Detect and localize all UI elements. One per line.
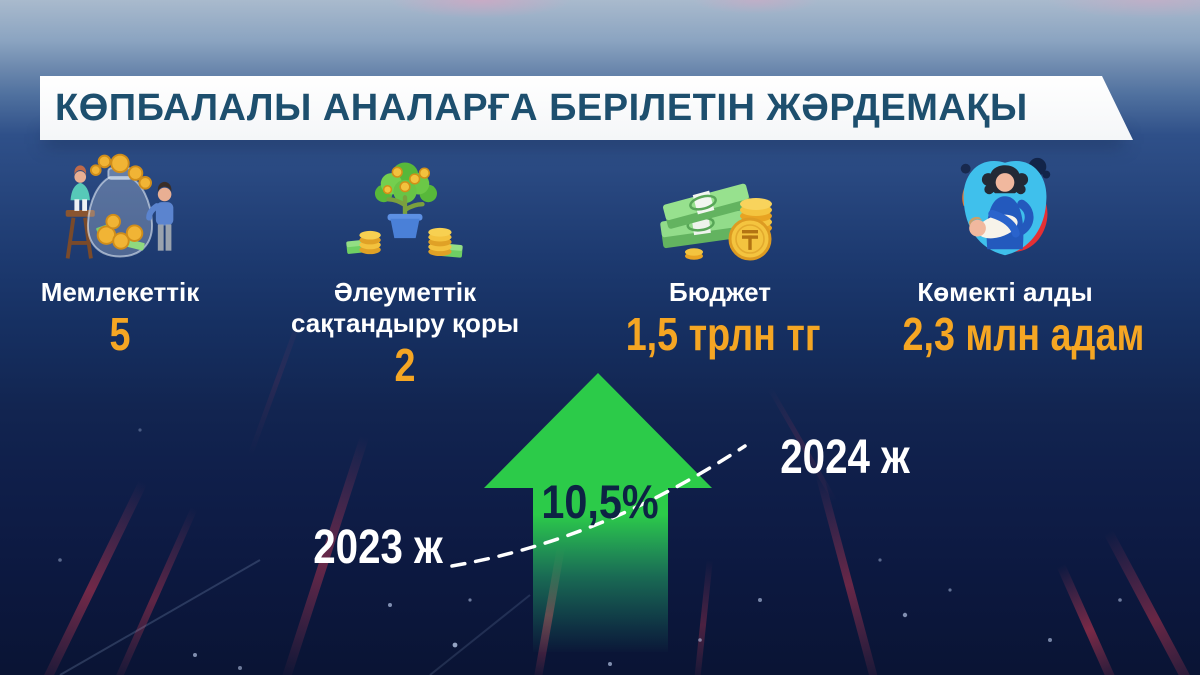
stat-column-recipients: Көмекті алды 2,3 млн адам (880, 150, 1145, 360)
stat-column-budget: Бюджет 1,5 трлн тг (605, 150, 835, 359)
growth-percent-label: 10,5% (541, 475, 659, 528)
year-2024-label: 2024 ж (780, 431, 910, 484)
growth-arrow (484, 373, 712, 652)
page-title: КӨПБАЛАЛЫ АНАЛАРҒА БЕРІЛЕТІН ЖӘРДЕМАҚЫ (55, 87, 1028, 129)
stat-column-state: Мемлекеттік 5 (15, 150, 225, 359)
stat-value: 2 (394, 339, 416, 391)
money-tree-icon (290, 150, 520, 264)
stat-label: Мемлекеттік (40, 277, 200, 307)
stat-label: Бюджет (669, 277, 771, 307)
title-banner: КӨПБАЛАЛЫ АНАЛАРҒА БЕРІЛЕТІН ЖӘРДЕМАҚЫ (40, 76, 1133, 140)
stat-label: Әлеуметтік сақтандыру қоры (290, 277, 520, 338)
stat-value: 1,5 трлн тг (625, 308, 821, 360)
stat-value: 5 (109, 308, 131, 360)
mother-baby-icon (880, 150, 1130, 264)
money-bag-icon (15, 150, 225, 264)
year-2023-label: 2023 ж (313, 521, 443, 574)
stat-value: 2,3 млн адам (902, 308, 1145, 360)
stat-column-social-fund: Әлеуметтік сақтандыру қоры 2 (290, 150, 520, 390)
banknotes-coins-icon (605, 150, 835, 264)
trend-dashed-line (450, 444, 747, 568)
stat-label: Көмекті алды (917, 277, 1093, 307)
